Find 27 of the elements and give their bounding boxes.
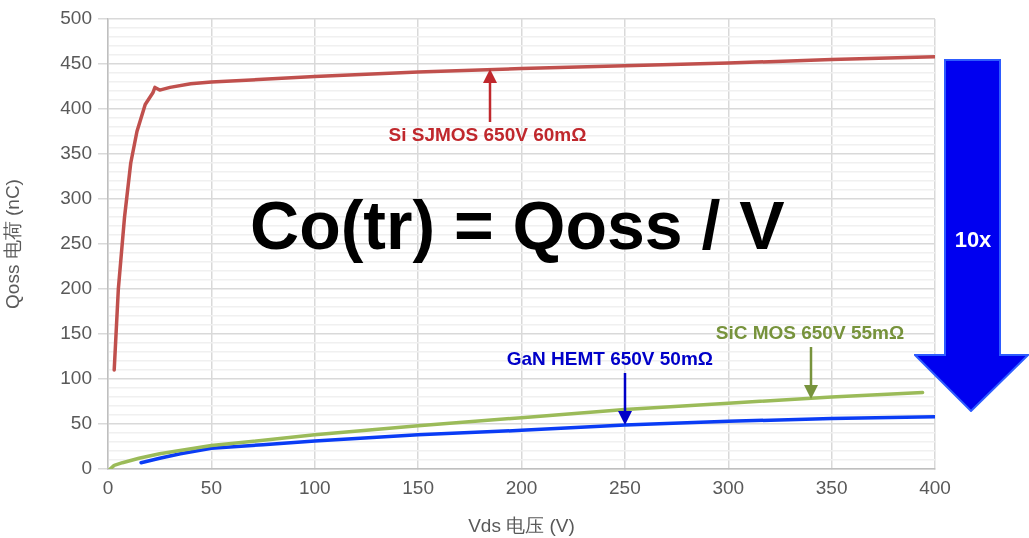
y-axis-title: Qoss 电荷 (nC) bbox=[1, 179, 23, 309]
annotation: SiC MOS 650V 55mΩ bbox=[714, 320, 906, 345]
annotation: GaN HEMT 650V 50mΩ bbox=[505, 346, 715, 371]
y-tick-label: 400 bbox=[60, 97, 92, 119]
y-tick-label: 50 bbox=[70, 412, 92, 434]
x-tick-label: 250 bbox=[609, 476, 641, 498]
annotation: Si SJMOS 650V 60mΩ bbox=[387, 122, 588, 147]
y-tick-label: 0 bbox=[81, 457, 92, 479]
y-tick-label: 500 bbox=[60, 7, 92, 29]
x-tick-label: 300 bbox=[712, 476, 745, 498]
x-tick-label: 400 bbox=[919, 476, 951, 498]
x-tick-label: 200 bbox=[505, 476, 538, 498]
y-tick-label: 250 bbox=[60, 232, 92, 254]
x-tick-label: 100 bbox=[298, 476, 331, 498]
y-tick-label: 200 bbox=[60, 277, 92, 299]
y-tick-label: 100 bbox=[60, 367, 92, 389]
x-tick-label: 150 bbox=[402, 476, 434, 498]
y-tick-label: 350 bbox=[60, 142, 92, 164]
y-tick-label: 150 bbox=[60, 322, 92, 344]
text: 10x bbox=[953, 227, 993, 253]
x-tick-label: 0 bbox=[102, 476, 114, 498]
x-tick-label: 50 bbox=[200, 476, 222, 498]
y-tick-label: 450 bbox=[60, 52, 92, 74]
x-axis-title: Vds 电压 (V) bbox=[468, 514, 575, 536]
x-tick-label: 350 bbox=[815, 476, 848, 498]
y-tick-label: 300 bbox=[60, 187, 92, 209]
annotation: Co(tr) = Qoss / V bbox=[250, 187, 785, 264]
